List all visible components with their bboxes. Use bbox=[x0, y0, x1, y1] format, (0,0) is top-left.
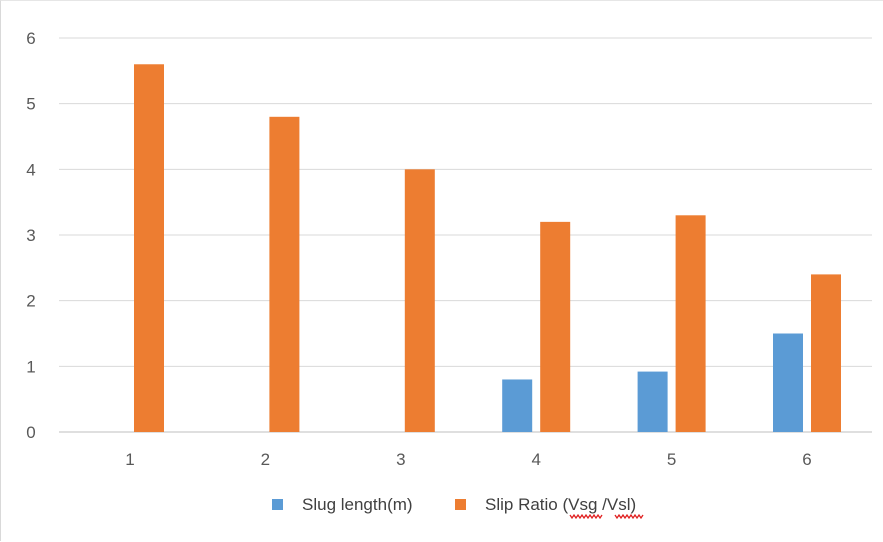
x-tick-label: 2 bbox=[261, 450, 270, 469]
x-tick-label: 6 bbox=[802, 450, 811, 469]
y-tick-label: 2 bbox=[26, 292, 35, 311]
legend-label: Slip Ratio (Vsg /Vsl) bbox=[485, 495, 636, 514]
bars bbox=[134, 64, 841, 433]
y-tick-label: 1 bbox=[26, 357, 35, 376]
y-tick-label: 6 bbox=[26, 29, 35, 48]
y-tick-label: 3 bbox=[26, 226, 35, 245]
bar-slug-length bbox=[502, 379, 533, 432]
x-axis-ticks: 1 2 3 4 5 6 bbox=[125, 450, 811, 469]
bar-slip-ratio bbox=[404, 169, 435, 433]
legend-swatch bbox=[455, 499, 466, 510]
bar-slip-ratio bbox=[134, 64, 164, 432]
y-tick-label: 4 bbox=[26, 160, 35, 179]
bar-slip-ratio bbox=[269, 116, 300, 433]
bar-slip-ratio bbox=[675, 215, 706, 432]
spellcheck-squiggle bbox=[614, 513, 644, 520]
spellcheck-squiggle bbox=[569, 513, 603, 520]
y-tick-label: 0 bbox=[26, 423, 35, 442]
bar-slip-ratio bbox=[811, 274, 841, 432]
x-tick-label: 5 bbox=[667, 450, 676, 469]
y-tick-label: 5 bbox=[26, 95, 35, 114]
bar-slip-ratio bbox=[540, 221, 571, 432]
legend-label: Slug length(m) bbox=[302, 495, 413, 514]
x-tick-label: 1 bbox=[125, 450, 134, 469]
bar-slug-length bbox=[773, 333, 803, 432]
x-tick-label: 3 bbox=[396, 450, 405, 469]
bar-slug-length bbox=[637, 371, 668, 432]
y-axis-ticks: 0 1 2 3 4 5 6 bbox=[26, 29, 35, 442]
legend-swatch bbox=[272, 499, 283, 510]
x-tick-label: 4 bbox=[531, 450, 540, 469]
gridlines bbox=[59, 37, 872, 433]
legend: Slug length(m) Slip Ratio (Vsg /Vsl) bbox=[272, 495, 644, 520]
